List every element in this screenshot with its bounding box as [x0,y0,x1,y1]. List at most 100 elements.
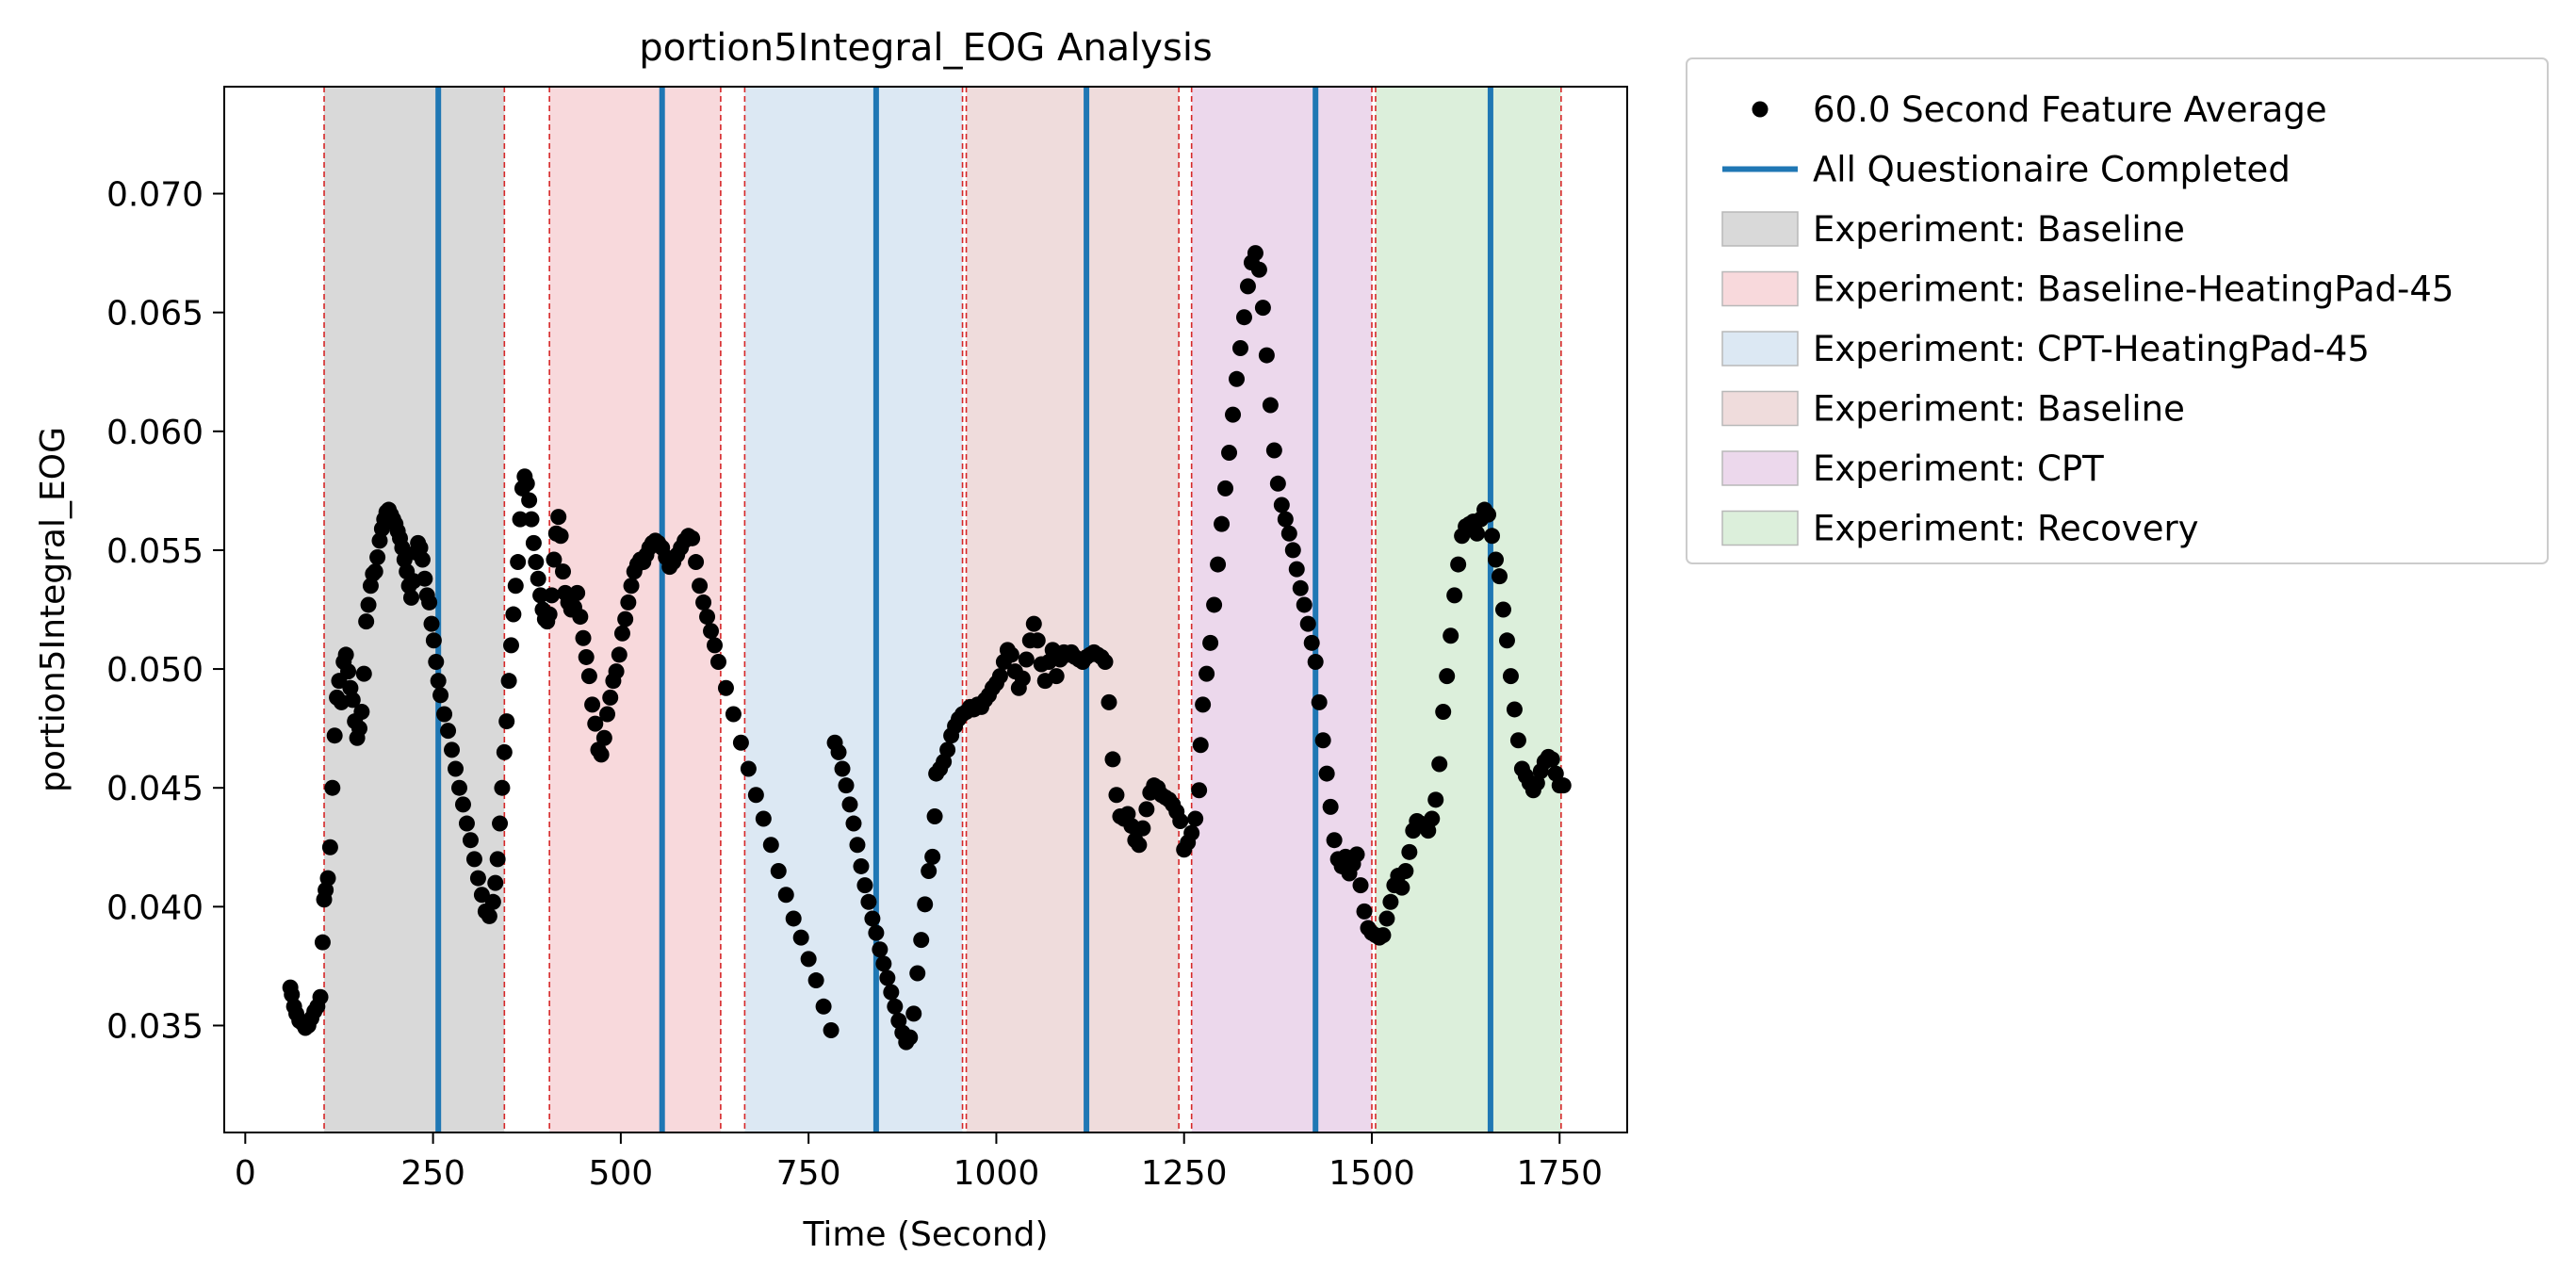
data-point [1543,751,1560,768]
data-point [1435,703,1452,720]
questionnaire-lines-layer [435,87,1493,1132]
data-point [487,874,504,891]
data-point [1318,765,1335,782]
data-point [868,924,885,941]
data-point [815,998,832,1015]
data-point [1375,927,1392,944]
data-point [830,743,847,760]
data-point [777,887,794,904]
data-point [688,554,705,571]
data-point [436,706,453,723]
data-point [1191,782,1208,799]
data-point [1097,654,1114,670]
data-point [1299,615,1316,632]
data-point [448,760,465,777]
x-tick-label: 0 [235,1154,256,1193]
data-point [1424,810,1441,827]
data-point [617,611,634,627]
data-point [1229,370,1246,387]
data-point [823,1022,840,1039]
data-point [492,815,509,832]
data-point [1280,525,1297,542]
data-point [507,578,524,595]
data-point [1484,528,1501,545]
data-point [887,998,904,1015]
data-point [939,741,956,758]
data-point [458,815,475,832]
data-point [926,807,943,824]
data-point [1003,646,1019,663]
data-point [1394,879,1410,896]
data-point [369,549,386,565]
data-point [1555,777,1572,794]
data-point [528,554,545,571]
data-point [740,760,757,777]
legend-label: Experiment: Baseline [1813,209,2185,250]
legend-label: Experiment: Baseline-HeatingPad-45 [1813,269,2454,310]
data-point [319,870,336,887]
data-point [1450,556,1467,573]
data-point [518,475,535,492]
data-point [1378,910,1395,927]
data-point [450,779,467,796]
data-point [532,587,549,604]
data-point [1352,877,1369,894]
data-point [1214,515,1231,532]
data-point [1307,654,1324,670]
experiment-spans-layer [324,87,1561,1132]
data-point [1265,442,1282,459]
data-point [725,706,742,723]
data-point [1494,601,1511,618]
data-point [595,729,612,746]
data-point [1431,756,1448,773]
data-point [1296,596,1312,613]
data-point [732,734,749,751]
data-point [337,646,354,663]
data-point [428,654,445,670]
legend-patch-swatch [1721,510,1799,546]
data-point [1427,791,1444,808]
data-point [367,563,383,580]
data-point [879,969,896,986]
data-point [747,787,764,804]
data-point [481,907,497,924]
data-point [1172,813,1189,830]
data-point [498,713,515,730]
data-point [580,668,597,685]
data-point [440,723,457,740]
data-point [1206,596,1223,613]
data-point [321,839,338,855]
span-boundaries-layer [323,87,1562,1132]
data-points-layer [282,245,1572,1051]
x-axis-label: Time (Second) [802,1215,1048,1254]
data-point [430,673,447,690]
data-point [1187,810,1204,827]
data-point [902,1029,919,1046]
data-point [546,551,562,568]
data-point [412,539,429,556]
data-point [1134,820,1151,837]
data-point [544,587,561,604]
x-tick-label: 1000 [954,1154,1040,1193]
data-point [1195,696,1212,713]
data-point [599,706,616,723]
data-point [1250,261,1267,278]
data-point [1439,668,1456,685]
data-point [849,837,866,854]
legend-box [1686,57,2549,564]
x-tick-label: 750 [776,1154,841,1193]
data-point [1488,551,1505,568]
data-point [841,796,858,813]
data-point [500,673,517,690]
data-point [502,637,519,654]
data-point [1210,556,1227,573]
data-point [505,606,522,623]
data-point [1247,245,1264,262]
data-point [1269,475,1286,492]
data-point [569,584,586,601]
data-point [465,851,482,868]
data-point [554,563,571,580]
data-point [1198,665,1215,682]
data-point [530,570,546,587]
data-point [755,810,772,827]
